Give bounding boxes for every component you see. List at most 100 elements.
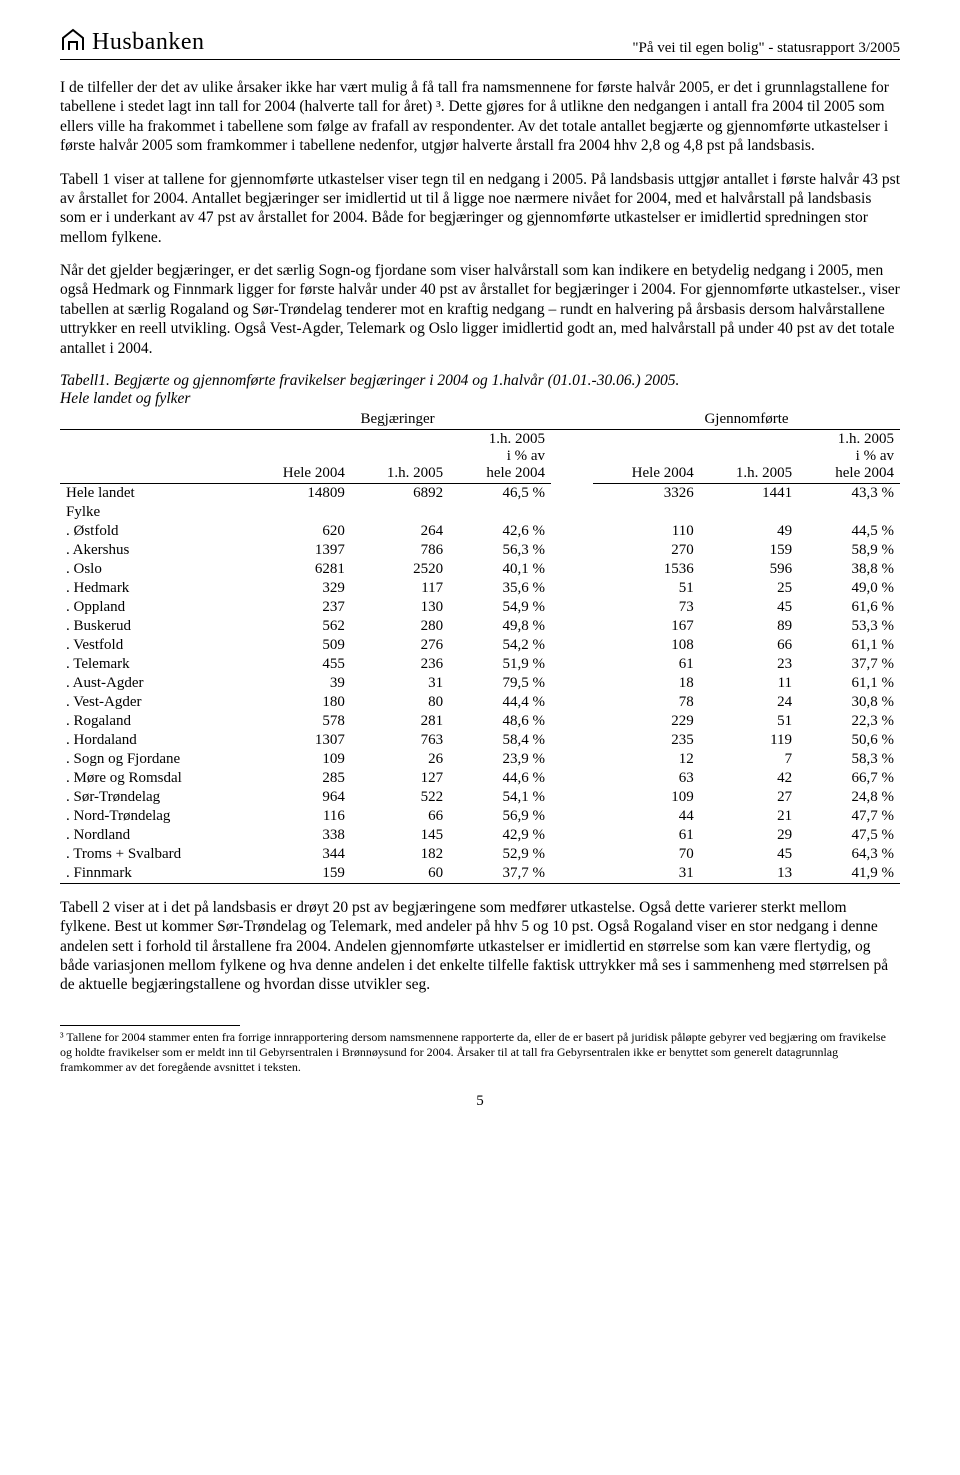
cell: 51 — [700, 712, 798, 731]
cell: 37,7 % — [798, 655, 900, 674]
cell: 54,9 % — [449, 598, 551, 617]
cell: 42,6 % — [449, 522, 551, 541]
page-header: Husbanken "På vei til egen bolig" - stat… — [60, 28, 900, 60]
cell: 58,9 % — [798, 541, 900, 560]
cell: 78 — [593, 693, 700, 712]
cell: 42,9 % — [449, 826, 551, 845]
cell: 47,5 % — [798, 826, 900, 845]
cell: 48,6 % — [449, 712, 551, 731]
table-column-header-row: Hele 2004 1.h. 2005 1.h. 2005 i % av hel… — [60, 429, 900, 483]
cell: 53,3 % — [798, 617, 900, 636]
cell: 44 — [593, 807, 700, 826]
cell: 54,1 % — [449, 788, 551, 807]
table-row: . Hordaland130776358,4 %23511950,6 % — [60, 731, 900, 750]
cell: 6892 — [351, 483, 449, 503]
row-label: . Nordland — [60, 826, 244, 845]
cell: 338 — [244, 826, 351, 845]
cell: 61 — [593, 826, 700, 845]
row-label: . Nord-Trøndelag — [60, 807, 244, 826]
table-row: . Telemark45523651,9 %612337,7 % — [60, 655, 900, 674]
row-label: . Buskerud — [60, 617, 244, 636]
cell: 182 — [351, 845, 449, 864]
cell: 109 — [244, 750, 351, 769]
cell: 522 — [351, 788, 449, 807]
cell: 56,3 % — [449, 541, 551, 560]
cell: 61,1 % — [798, 636, 900, 655]
col-header: 1.h. 2005 i % av hele 2004 — [798, 429, 900, 483]
logo: Husbanken — [60, 28, 204, 57]
cell: 145 — [351, 826, 449, 845]
row-label: . Hedmark — [60, 579, 244, 598]
husbanken-logo-icon — [60, 28, 86, 57]
cell: 51,9 % — [449, 655, 551, 674]
row-label: . Finnmark — [60, 864, 244, 884]
footnote-separator — [60, 1025, 240, 1026]
cell: 45 — [700, 598, 798, 617]
row-label: . Sør-Trøndelag — [60, 788, 244, 807]
cell: 56,9 % — [449, 807, 551, 826]
row-label: . Aust-Agder — [60, 674, 244, 693]
col-header: 1.h. 2005 — [351, 429, 449, 483]
group-header-gjennomforte: Gjennomførte — [593, 410, 900, 430]
table-row: . Oslo6281252040,1 %153659638,8 % — [60, 560, 900, 579]
row-label: . Vestfold — [60, 636, 244, 655]
cell: 25 — [700, 579, 798, 598]
cell: 80 — [351, 693, 449, 712]
cell: 270 — [593, 541, 700, 560]
row-label: . Oslo — [60, 560, 244, 579]
row-label: . Østfold — [60, 522, 244, 541]
cell: 130 — [351, 598, 449, 617]
cell: 167 — [593, 617, 700, 636]
cell: 7 — [700, 750, 798, 769]
row-label: . Sogn og Fjordane — [60, 750, 244, 769]
cell: 117 — [351, 579, 449, 598]
page-number: 5 — [60, 1093, 900, 1110]
cell: 29 — [700, 826, 798, 845]
cell: 26 — [351, 750, 449, 769]
cell: 13 — [700, 864, 798, 884]
row-label: . Oppland — [60, 598, 244, 617]
cell: 35,6 % — [449, 579, 551, 598]
cell: 30,8 % — [798, 693, 900, 712]
table-row: . Nordland33814542,9 % 612947,5 % — [60, 826, 900, 845]
table-row: . Hedmark32911735,6 %512549,0 % — [60, 579, 900, 598]
cell: 66 — [351, 807, 449, 826]
data-table: Begjæringer Gjennomførte Hele 2004 1.h. … — [60, 410, 900, 884]
table-row: . Troms + Svalbard34418252,9 %704564,3 % — [60, 845, 900, 864]
cell: 6281 — [244, 560, 351, 579]
cell: 562 — [244, 617, 351, 636]
table-row: . Møre og Romsdal28512744,6 %634266,7 % — [60, 769, 900, 788]
row-label: . Vest-Agder — [60, 693, 244, 712]
table-row: . Aust-Agder393179,5 %181161,1 % — [60, 674, 900, 693]
table-row: . Vest-Agder1808044,4 %782430,8 % — [60, 693, 900, 712]
table-row: . Sør-Trøndelag96452254,1 %1092724,8 % — [60, 788, 900, 807]
cell: 110 — [593, 522, 700, 541]
row-label: . Møre og Romsdal — [60, 769, 244, 788]
cell: 21 — [700, 807, 798, 826]
cell: 43,3 % — [798, 483, 900, 503]
table-row-fylke-label: Fylke — [60, 503, 900, 522]
body-paragraph-3: Når det gjelder begjæringer, er det særl… — [60, 261, 900, 358]
cell: 116 — [244, 807, 351, 826]
cell: 229 — [593, 712, 700, 731]
cell: 180 — [244, 693, 351, 712]
body-paragraph-1: I de tilfeller der det av ulike årsaker … — [60, 78, 900, 156]
cell: 237 — [244, 598, 351, 617]
table-row: . Buskerud56228049,8 %1678953,3 % — [60, 617, 900, 636]
cell: 52,9 % — [449, 845, 551, 864]
table-caption-line2: Hele landet og fylker — [60, 390, 190, 407]
cell: 276 — [351, 636, 449, 655]
cell: 49 — [700, 522, 798, 541]
cell: 12 — [593, 750, 700, 769]
cell: 66,7 % — [798, 769, 900, 788]
col-header: 1.h. 2005 — [700, 429, 798, 483]
cell: 44,6 % — [449, 769, 551, 788]
cell: 22,3 % — [798, 712, 900, 731]
cell: 1536 — [593, 560, 700, 579]
cell: 46,5 % — [449, 483, 551, 503]
cell: 89 — [700, 617, 798, 636]
col-header: 1.h. 2005 i % av hele 2004 — [449, 429, 551, 483]
body-paragraph-2: Tabell 1 viser at tallene for gjennomfør… — [60, 170, 900, 248]
page-container: Husbanken "På vei til egen bolig" - stat… — [0, 0, 960, 1150]
cell: 49,0 % — [798, 579, 900, 598]
